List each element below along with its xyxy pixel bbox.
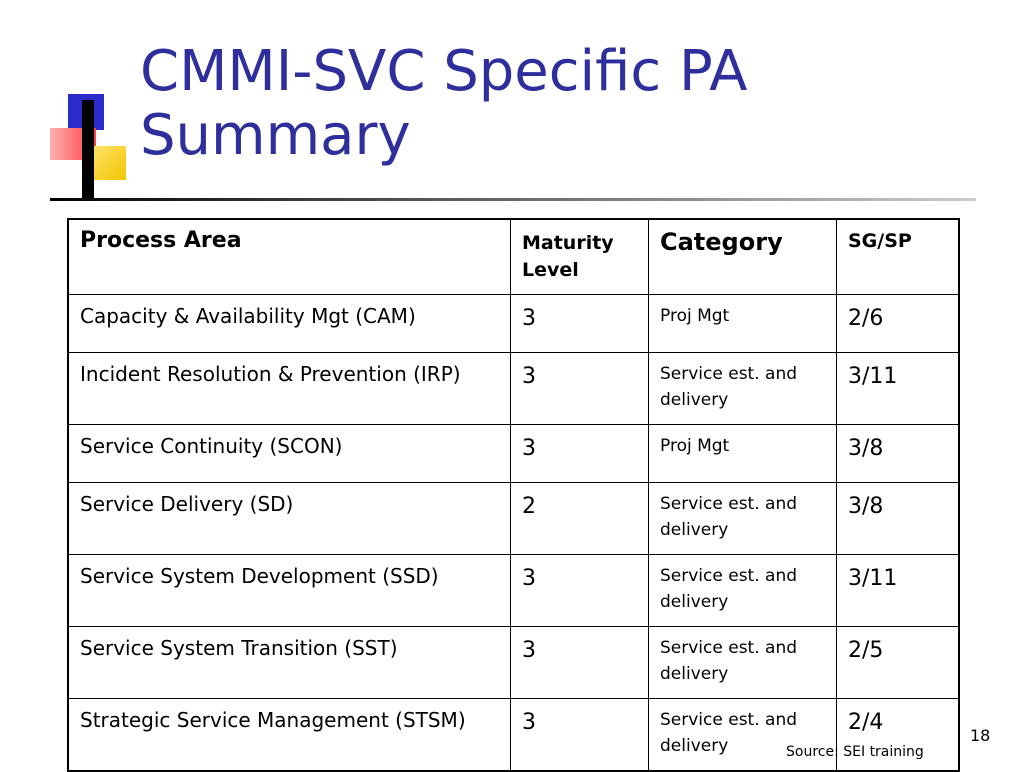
cell-process-area: Service System Transition (SST) (67, 626, 511, 699)
cell-sg-sp: 3/8 (836, 482, 960, 555)
cell-process-area: Incident Resolution & Prevention (IRP) (67, 352, 511, 425)
page-number: 18 (970, 726, 991, 745)
table-row: Service Delivery (SD) 2 Service est. and… (67, 482, 960, 555)
cell-category: Proj Mgt (648, 294, 837, 353)
table-row: Strategic Service Management (STSM) 3 Se… (67, 698, 960, 772)
cell-category: Proj Mgt (648, 424, 837, 483)
cell-process-area: Strategic Service Management (STSM) (67, 698, 511, 772)
table-row: Service System Development (SSD) 3 Servi… (67, 554, 960, 627)
cell-maturity-level: 3 (510, 352, 649, 425)
table-row: Capacity & Availability Mgt (CAM) 3 Proj… (67, 294, 960, 353)
cell-category: Service est. and delivery (648, 352, 837, 425)
cell-maturity-level: 2 (510, 482, 649, 555)
cell-sg-sp: 2/4 (836, 698, 960, 772)
header-maturity-level: Maturity Level (510, 218, 649, 295)
slide-title-line-2: Summary (140, 103, 411, 168)
cell-maturity-level: 3 (510, 554, 649, 627)
cell-process-area: Service System Development (SSD) (67, 554, 511, 627)
header-sg-sp: SG/SP (836, 218, 960, 295)
slide-title: CMMI-SVC Specific PA Summary (140, 40, 960, 168)
cell-maturity-level: 3 (510, 626, 649, 699)
cell-sg-sp: 3/8 (836, 424, 960, 483)
cell-category: Service est. and delivery (648, 554, 837, 627)
title-divider (50, 198, 976, 201)
cell-sg-sp: 3/11 (836, 554, 960, 627)
source-credit: Source: SEI training (786, 744, 924, 760)
cell-maturity-level: 3 (510, 698, 649, 772)
cell-category: Service est. and delivery (648, 482, 837, 555)
table-row: Service System Transition (SST) 3 Servic… (67, 626, 960, 699)
cell-sg-sp: 3/11 (836, 352, 960, 425)
cell-maturity-level: 3 (510, 424, 649, 483)
process-area-table: Process Area Maturity Level Category SG/… (67, 218, 960, 772)
cell-process-area: Service Delivery (SD) (67, 482, 511, 555)
logo-vertical-bar (82, 100, 94, 200)
cell-process-area: Service Continuity (SCON) (67, 424, 511, 483)
table-row: Incident Resolution & Prevention (IRP) 3… (67, 352, 960, 425)
cell-process-area: Capacity & Availability Mgt (CAM) (67, 294, 511, 353)
logo-yellow-square (92, 146, 126, 180)
table-header-row: Process Area Maturity Level Category SG/… (67, 218, 960, 295)
slide-title-line-1: CMMI-SVC Specific PA (140, 39, 748, 104)
header-category: Category (648, 218, 837, 295)
table-row: Service Continuity (SCON) 3 Proj Mgt 3/8 (67, 424, 960, 483)
cell-category: Service est. and delivery (648, 626, 837, 699)
header-process-area: Process Area (67, 218, 511, 295)
cell-category: Service est. and delivery (648, 698, 837, 772)
cell-sg-sp: 2/6 (836, 294, 960, 353)
cell-sg-sp: 2/5 (836, 626, 960, 699)
cell-maturity-level: 3 (510, 294, 649, 353)
